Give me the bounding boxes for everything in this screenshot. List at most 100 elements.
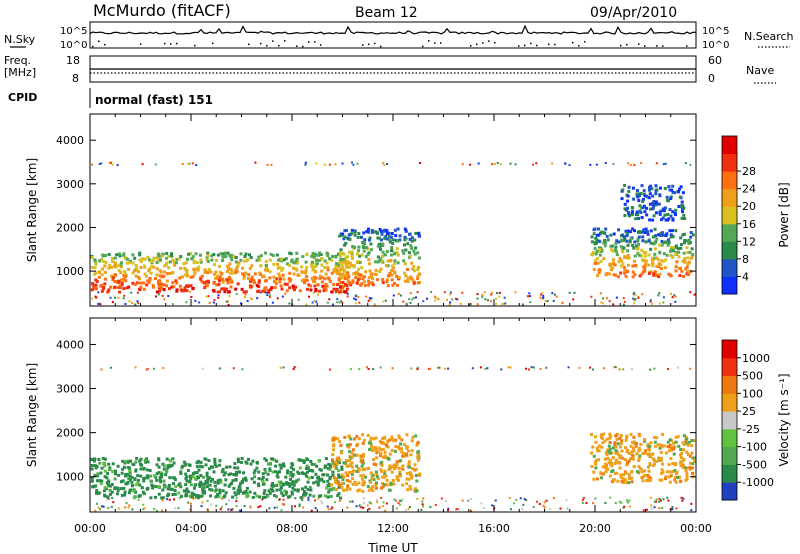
data-cell [672, 452, 676, 456]
data-cell [658, 478, 662, 482]
data-cell [663, 186, 667, 190]
data-cell [97, 458, 101, 461]
data-cell [181, 464, 184, 468]
data-cell [199, 260, 203, 264]
data-cell [687, 273, 691, 277]
data-cell [128, 300, 131, 303]
data-cell [255, 466, 259, 470]
data-cell [301, 499, 304, 502]
data-cell [375, 499, 378, 502]
data-cell [138, 483, 142, 487]
data-cell [225, 270, 229, 274]
data-cell [262, 492, 266, 495]
data-cell [345, 464, 349, 468]
data-cell [354, 276, 358, 279]
data-cell [299, 496, 303, 500]
data-cell [416, 366, 419, 369]
data-cell [594, 236, 598, 240]
data-cell [384, 234, 388, 238]
data-cell [620, 248, 624, 252]
data-cell [604, 161, 607, 164]
data-cell [416, 441, 420, 445]
data-cell [417, 233, 421, 237]
data-cell [301, 487, 304, 491]
data-cell [674, 229, 678, 233]
data-cell [171, 457, 175, 461]
data-cell [685, 437, 689, 441]
data-cell [411, 278, 415, 282]
data-cell [339, 257, 343, 261]
data-cell [626, 206, 629, 210]
data-cell [326, 505, 329, 508]
data-cell [398, 238, 402, 242]
data-cell [681, 441, 685, 445]
data-cell [338, 458, 342, 462]
data-cell [409, 487, 413, 491]
data-cell [320, 269, 324, 273]
data-cell [289, 471, 293, 474]
data-cell [416, 251, 420, 255]
data-cell [336, 494, 340, 498]
data-cell [679, 460, 683, 464]
data-cell [643, 194, 647, 198]
data-cell [666, 440, 670, 444]
data-cell [326, 252, 330, 256]
data-cell [678, 274, 682, 278]
data-cell [249, 462, 253, 466]
data-cell [668, 480, 672, 484]
data-cell [118, 252, 121, 256]
data-cell [671, 470, 675, 473]
data-cell [594, 462, 598, 466]
data-cell [659, 450, 663, 454]
data-cell [606, 448, 610, 452]
data-cell [178, 482, 182, 486]
data-cell [138, 253, 142, 257]
data-cell [635, 247, 639, 251]
data-cell [660, 231, 664, 235]
data-cell [676, 476, 680, 479]
data-cell [100, 273, 104, 277]
data-cell [671, 296, 674, 299]
data-cell [218, 264, 221, 268]
data-cell [572, 298, 575, 301]
data-cell [624, 208, 628, 212]
data-cell [386, 264, 390, 268]
data-cell [375, 278, 379, 282]
data-cell [381, 278, 385, 281]
data-cell [635, 210, 639, 214]
data-cell [324, 288, 328, 292]
data-cell [642, 474, 646, 478]
data-cell [389, 235, 393, 239]
data-cell [227, 300, 230, 303]
data-cell [167, 287, 171, 291]
data-cell [116, 464, 120, 468]
data-cell [237, 460, 240, 464]
nsearch-dot [98, 40, 100, 43]
data-cell [168, 487, 172, 491]
data-cell [361, 433, 365, 437]
data-cell [256, 482, 260, 486]
data-cell [289, 478, 293, 481]
data-cell [622, 266, 626, 270]
data-cell [144, 460, 148, 464]
data-cell [235, 472, 239, 476]
data-cell [622, 235, 626, 239]
data-cell [312, 265, 316, 269]
data-cell [341, 265, 345, 269]
data-cell [265, 291, 268, 294]
data-cell [98, 270, 101, 274]
data-cell [244, 290, 248, 294]
data-cell [634, 444, 638, 448]
colorbar-segment [722, 241, 737, 260]
data-cell [214, 270, 218, 274]
data-cell [139, 457, 143, 461]
x-tick-label: 12:00 [377, 522, 409, 535]
data-cell [652, 464, 656, 467]
data-cell [182, 262, 186, 266]
data-cell [195, 261, 199, 265]
colorbar-segment [722, 188, 737, 207]
data-cell [133, 269, 136, 273]
data-cell [140, 486, 144, 490]
data-cell [655, 459, 659, 463]
data-cell [608, 436, 612, 440]
